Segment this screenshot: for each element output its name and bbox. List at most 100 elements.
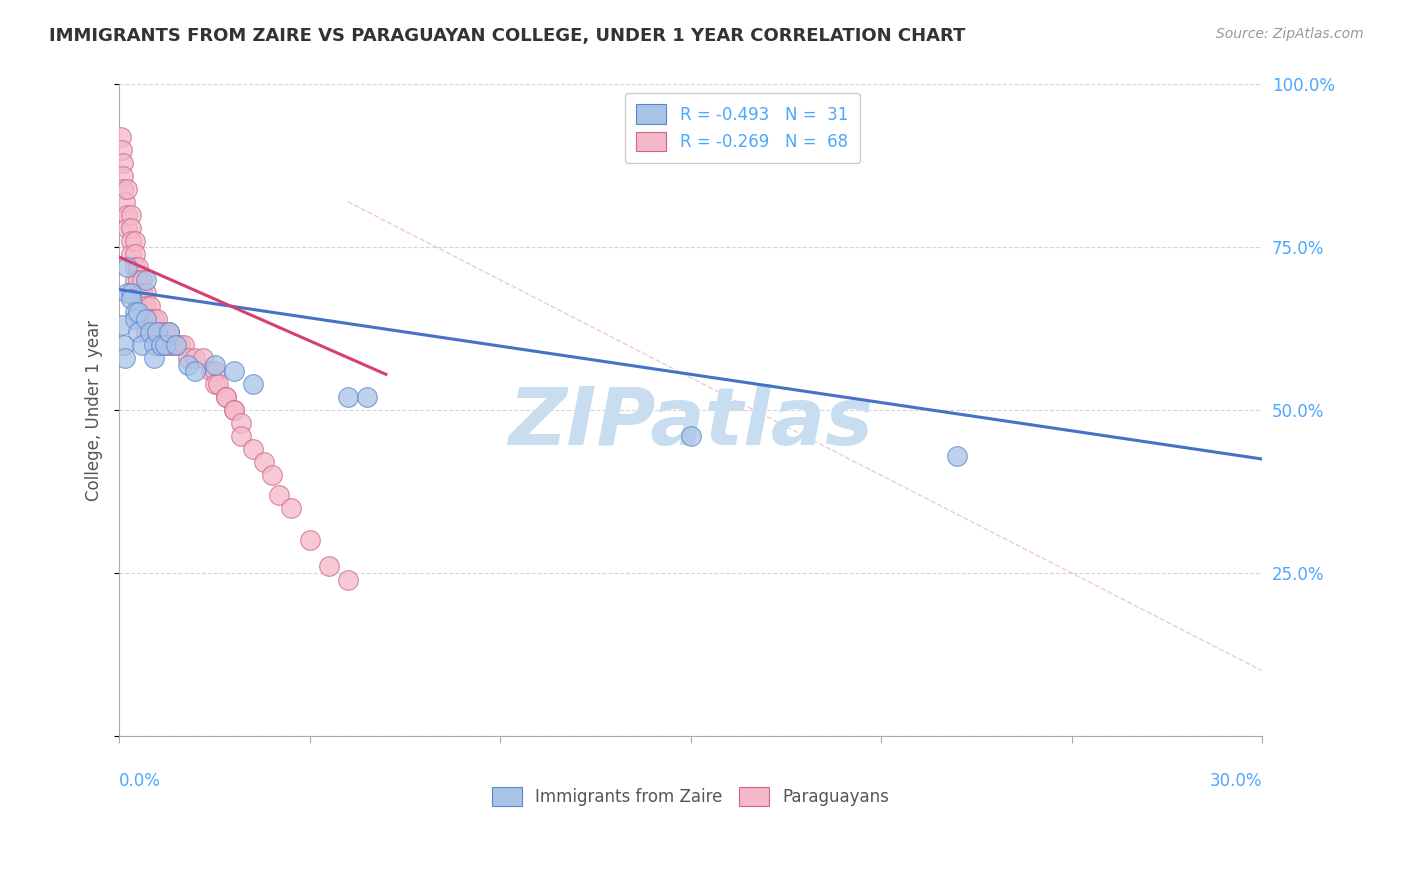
Point — [120, 208, 142, 222]
Point — [142, 338, 165, 352]
Point — [115, 182, 138, 196]
Point — [120, 285, 142, 300]
Point — [242, 377, 264, 392]
Point — [135, 285, 157, 300]
Point — [260, 468, 283, 483]
Text: Source: ZipAtlas.com: Source: ZipAtlas.com — [1216, 27, 1364, 41]
Point — [127, 273, 149, 287]
Point — [142, 351, 165, 365]
Point — [112, 338, 135, 352]
Point — [153, 325, 176, 339]
Point — [150, 338, 173, 352]
Point — [215, 390, 238, 404]
Text: IMMIGRANTS FROM ZAIRE VS PARAGUAYAN COLLEGE, UNDER 1 YEAR CORRELATION CHART: IMMIGRANTS FROM ZAIRE VS PARAGUAYAN COLL… — [49, 27, 966, 45]
Point — [124, 247, 146, 261]
Point — [177, 351, 200, 365]
Point — [114, 351, 136, 365]
Point — [150, 338, 173, 352]
Point — [114, 194, 136, 209]
Point — [124, 305, 146, 319]
Point — [139, 325, 162, 339]
Point — [207, 377, 229, 392]
Point — [253, 455, 276, 469]
Point — [127, 325, 149, 339]
Point — [222, 403, 245, 417]
Point — [120, 247, 142, 261]
Point — [120, 234, 142, 248]
Point — [124, 273, 146, 287]
Point — [356, 390, 378, 404]
Point — [184, 364, 207, 378]
Point — [215, 390, 238, 404]
Point — [204, 377, 226, 392]
Point — [127, 260, 149, 274]
Point — [112, 169, 135, 183]
Point — [124, 234, 146, 248]
Point — [115, 208, 138, 222]
Point — [679, 429, 702, 443]
Point — [157, 325, 180, 339]
Point — [336, 390, 359, 404]
Point — [231, 429, 253, 443]
Point — [153, 338, 176, 352]
Point — [124, 260, 146, 274]
Point — [318, 559, 340, 574]
Point — [191, 351, 214, 365]
Point — [115, 260, 138, 274]
Point — [131, 312, 153, 326]
Point — [165, 338, 187, 352]
Point — [110, 129, 132, 144]
Point — [200, 364, 222, 378]
Y-axis label: College, Under 1 year: College, Under 1 year — [86, 319, 103, 500]
Point — [146, 338, 169, 352]
Point — [142, 325, 165, 339]
Point — [280, 500, 302, 515]
Point — [131, 273, 153, 287]
Point — [242, 442, 264, 457]
Point — [169, 338, 191, 352]
Point — [139, 325, 162, 339]
Point — [204, 364, 226, 378]
Point — [146, 312, 169, 326]
Point — [162, 338, 184, 352]
Point — [204, 358, 226, 372]
Point — [120, 220, 142, 235]
Point — [269, 488, 291, 502]
Point — [139, 299, 162, 313]
Legend: Immigrants from Zaire, Paraguayans: Immigrants from Zaire, Paraguayans — [485, 780, 896, 813]
Point — [124, 312, 146, 326]
Point — [135, 325, 157, 339]
Point — [127, 285, 149, 300]
Point — [131, 285, 153, 300]
Point — [111, 143, 134, 157]
Point — [222, 403, 245, 417]
Point — [165, 338, 187, 352]
Point — [127, 305, 149, 319]
Point — [112, 182, 135, 196]
Point — [153, 338, 176, 352]
Point — [184, 351, 207, 365]
Point — [173, 338, 195, 352]
Point — [146, 325, 169, 339]
Point — [231, 416, 253, 430]
Point — [135, 273, 157, 287]
Point — [135, 299, 157, 313]
Point — [112, 155, 135, 169]
Point — [120, 293, 142, 307]
Point — [177, 358, 200, 372]
Text: 30.0%: 30.0% — [1209, 772, 1263, 789]
Point — [131, 299, 153, 313]
Point — [111, 318, 134, 333]
Point — [222, 364, 245, 378]
Point — [298, 533, 321, 548]
Text: 0.0%: 0.0% — [120, 772, 162, 789]
Point — [142, 312, 165, 326]
Point — [150, 325, 173, 339]
Point — [135, 312, 157, 326]
Point — [131, 338, 153, 352]
Point — [157, 325, 180, 339]
Point — [157, 338, 180, 352]
Point — [135, 312, 157, 326]
Point — [946, 449, 969, 463]
Point — [115, 285, 138, 300]
